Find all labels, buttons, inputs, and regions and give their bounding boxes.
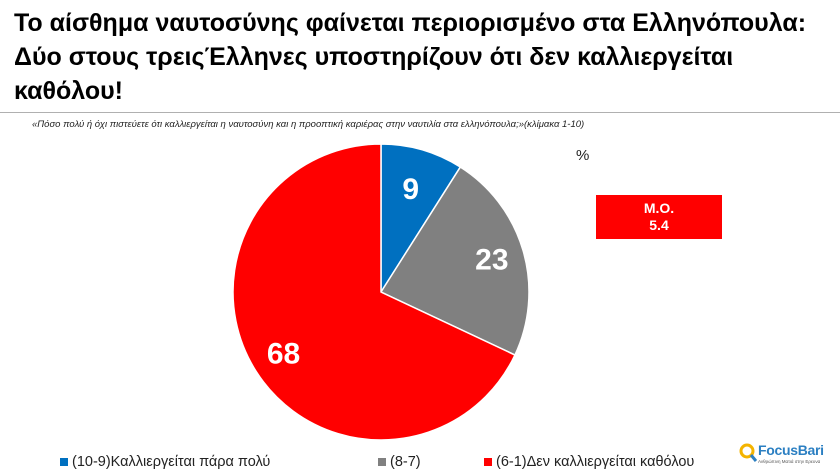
title-divider bbox=[0, 112, 840, 113]
focusbari-logo: FocusBari Ανθρώπινη Ματιά στην Ερευνα bbox=[738, 440, 838, 470]
logo-tagline: Ανθρώπινη Ματιά στην Ερευνα bbox=[758, 459, 821, 464]
legend-item-low: (6-1)Δεν καλλιεργείται καθόλου bbox=[484, 454, 694, 470]
pie-slice-mid bbox=[379, 166, 530, 357]
unit-label: % bbox=[576, 147, 590, 164]
legend-label: (6-1)Δεν καλλιεργείται καθόλου bbox=[496, 454, 695, 470]
legend-swatch bbox=[484, 458, 492, 466]
pie-slice-high bbox=[380, 143, 462, 295]
chart-legend: (10-9)Καλλιεργείται πάρα πολύ (8-7) (6-1… bbox=[0, 454, 740, 472]
mean-score-box: Μ.Ο. 5.4 bbox=[596, 195, 722, 239]
legend-item-high: (10-9)Καλλιεργείται πάρα πολύ bbox=[60, 454, 270, 470]
page-title: Το αίσθημα ναυτοσύνης φαίνεται περιορισμ… bbox=[14, 9, 807, 105]
pie-label-low: 68 bbox=[267, 337, 300, 370]
legend-swatch bbox=[378, 458, 386, 466]
focusbari-logo-icon bbox=[739, 443, 758, 462]
pie-label-high: 9 bbox=[402, 173, 419, 206]
logo-wordmark: FocusBari bbox=[758, 442, 824, 458]
legend-label: (10-9)Καλλιεργείται πάρα πολύ bbox=[72, 454, 271, 470]
mean-value: 5.4 bbox=[649, 217, 669, 233]
legend-swatch bbox=[60, 458, 68, 466]
pie-slice-low bbox=[232, 143, 516, 441]
legend-item-mid: (8-7) bbox=[378, 454, 421, 470]
mean-label: Μ.Ο. bbox=[643, 200, 675, 216]
question-subtitle: «Πόσο πολύ ή όχι πιστεύετε ότι καλλιεργε… bbox=[32, 119, 585, 130]
pie-label-mid: 23 bbox=[475, 243, 508, 276]
legend-label: (8-7) bbox=[390, 454, 421, 470]
